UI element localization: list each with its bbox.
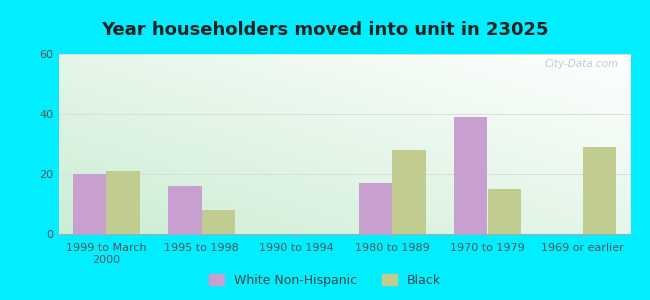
Bar [359, 183, 392, 234]
Bar [73, 174, 106, 234]
Bar [106, 171, 140, 234]
Legend: White Non-Hispanic, Black: White Non-Hispanic, Black [205, 270, 445, 291]
Bar [202, 210, 235, 234]
Text: City-Data.com: City-Data.com [545, 59, 619, 69]
Text: Year householders moved into unit in 23025: Year householders moved into unit in 230… [101, 21, 549, 39]
Bar [168, 186, 202, 234]
Bar [583, 147, 616, 234]
Bar [454, 117, 488, 234]
Bar [488, 189, 521, 234]
Bar [392, 150, 426, 234]
